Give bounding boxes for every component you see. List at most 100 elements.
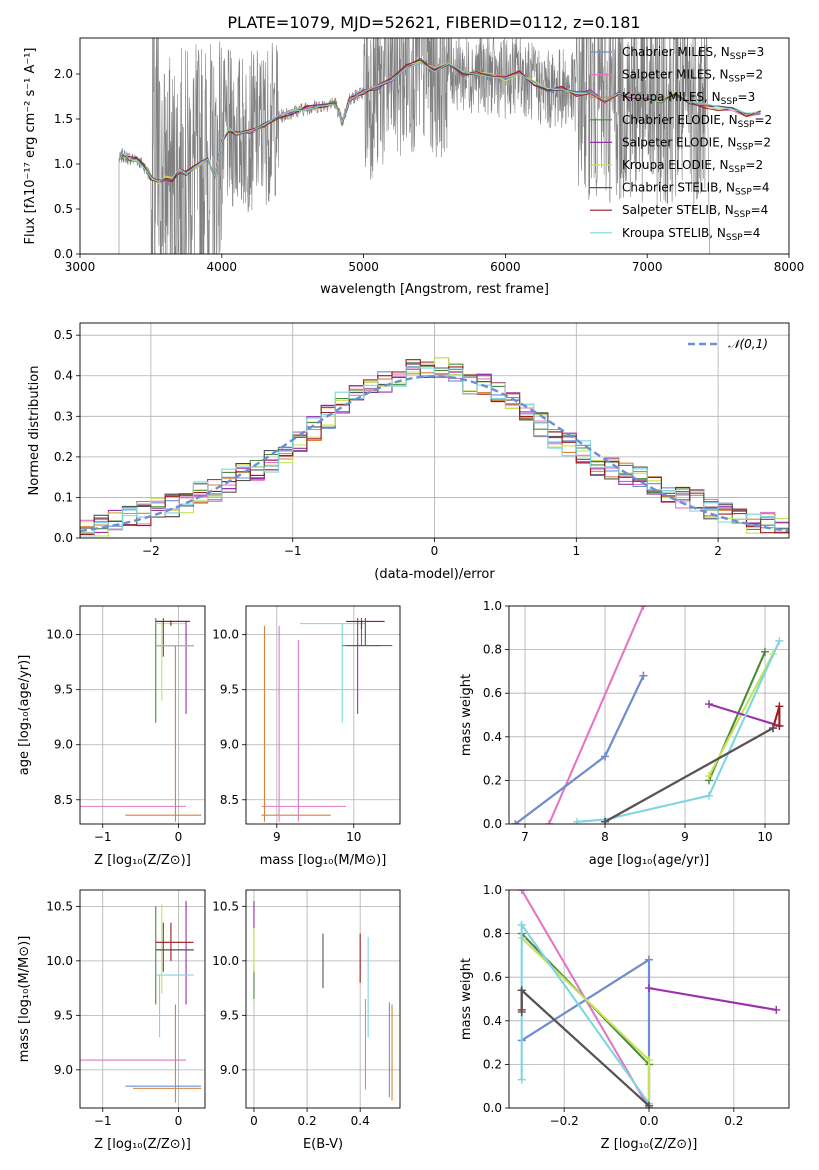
legend-label-chabrier_elodie: Chabrier ELODIE, NSSP=2 [622, 113, 772, 130]
x-axis-label: E(B-V) [303, 1137, 343, 1152]
weight-marker-salpeter_elodie [705, 700, 713, 709]
x-tick-label: 9 [273, 830, 281, 844]
legend-label-salpeter_elodie: Salpeter ELODIE, NSSP=2 [622, 135, 771, 152]
errorbar-plot-area [261, 618, 393, 822]
weight-line-salpeter_miles [548, 606, 645, 824]
y-tick-label: 9.0 [54, 738, 73, 752]
weight-marker-chabrier_stelib [769, 724, 777, 733]
y-tick-label: 9.5 [54, 1008, 73, 1022]
weight-line-kroupa_stelib [520, 921, 651, 1106]
y-tick-label: 10.0 [212, 954, 239, 968]
residual-histogram-panel: −2 −1 0 1 2 0.0 0.1 0.2 0.3 0.4 0.5 (data-model)/er… [27, 322, 790, 582]
y-tick-label: 9.5 [220, 683, 239, 697]
weight-marker-chabrier_miles [639, 671, 648, 680]
axes-frame [508, 889, 790, 1109]
legend-label-kroupa_stelib: Kroupa STELIB, NSSP=4 [622, 226, 760, 243]
weight-line-chabrier_miles [521, 957, 651, 1108]
legend-label-kroupa_miles: Kroupa MILES, NSSP=3 [622, 90, 755, 107]
y-tick-label: 8.5 [54, 793, 73, 807]
y-tick-label: 1.5 [54, 112, 73, 126]
errorbar-plot-area [80, 618, 202, 822]
weight-marker-kroupa_stelib [705, 791, 713, 800]
x-tick-label: 0 [431, 544, 439, 558]
y-tick-label: 0.4 [483, 730, 502, 744]
weight-marker-chabrier_miles [645, 955, 653, 964]
axes-frame [79, 889, 206, 1109]
y-tick-label: 1.0 [54, 157, 73, 171]
axes-frame [79, 322, 790, 539]
x-tick-label: −1 [94, 1114, 112, 1128]
y-tick-label: 10.0 [212, 628, 239, 642]
y-tick-label: 9.5 [54, 683, 73, 697]
y-tick-label: 1.0 [483, 883, 502, 897]
y-tick-label: 0.0 [483, 817, 502, 831]
y-tick-label: 0.0 [483, 1101, 502, 1115]
y-tick-label: 0.1 [54, 490, 73, 504]
weight-line-chabrier_miles [514, 675, 645, 824]
weight-marker-kroupa_elodie [705, 772, 713, 781]
weight-marker-chabrier_stelib [601, 817, 609, 824]
weight-marker-chabrier_stelib [517, 1008, 526, 1017]
y-tick-label: 0.4 [54, 369, 73, 383]
x-tick-label: 7000 [632, 260, 663, 274]
x-tick-label: −1 [94, 830, 112, 844]
weight-marker-kroupa_elodie [645, 1056, 653, 1065]
x-tick-label: 5000 [348, 260, 379, 274]
axes-frame [79, 605, 206, 825]
x-tick-label: 8000 [774, 260, 805, 274]
ebv-mass-panel: 0 0.2 0.4 9.0 9.5 10.0 10.5 E(B-V) [212, 889, 401, 1152]
weight-line-kroupa_stelib [576, 640, 781, 823]
y-tick-label: 2.0 [54, 67, 73, 81]
weight-marker-chabrier_elodie [761, 647, 769, 656]
weight-line-kroupa_miles [514, 675, 645, 824]
y-tick-label: 8.5 [220, 793, 239, 807]
metallicity-age-panel: −1 0 8.5 9.0 9.5 10.0 Z [log₁₀(Z/Z⊙)] age [log₁… [17, 605, 206, 868]
weight-marker-chabrier_miles [601, 752, 609, 761]
spectrum-legend: Chabrier MILES, NSSP=3 Salpeter MILES, NS… [590, 45, 772, 243]
y-tick-label: 9.0 [54, 1063, 73, 1077]
weight-marker-kroupa_stelib [775, 636, 784, 645]
weight-marker-salpeter_elodie [772, 1005, 781, 1014]
axes-frame [245, 605, 401, 825]
y-tick-label: 10.5 [46, 899, 73, 913]
normal-legend-label: 𝒩(0,1) [728, 337, 768, 351]
hist-kroupa_stelib [80, 366, 789, 538]
legend-label-chabrier_miles: Chabrier MILES, NSSP=3 [622, 45, 764, 62]
x-axis-label: Z [log₁₀(Z/Z⊙)] [94, 853, 191, 868]
legend-label-kroupa_elodie: Kroupa ELODIE, NSSP=2 [622, 158, 763, 175]
weight-line-salpeter_stelib [604, 706, 781, 823]
y-tick-label: 0.3 [54, 409, 73, 423]
y-tick-label: 9.0 [220, 1063, 239, 1077]
x-tick-label: 3000 [65, 260, 96, 274]
x-axis-label: age [log₁₀(age/yr)] [589, 853, 710, 868]
legend-label-salpeter_stelib: Salpeter STELIB, NSSP=4 [622, 203, 768, 220]
legend-label-salpeter_miles: Salpeter MILES, NSSP=2 [622, 68, 763, 85]
weight-marker-salpeter_miles [639, 606, 648, 610]
weight-marker-salpeter_miles [517, 890, 526, 894]
errorbar-plot-area [253, 900, 393, 1101]
y-tick-label: 0.0 [54, 531, 73, 545]
x-tick-label: −2 [142, 544, 160, 558]
weight-line-kroupa_elodie [520, 937, 651, 1108]
weight-marker-chabrier_miles [511, 820, 520, 824]
axes-frame [79, 37, 790, 255]
y-tick-label: 9.5 [220, 1008, 239, 1022]
x-tick-label: 4000 [207, 260, 238, 274]
y-axis-label: mass weight [459, 674, 474, 756]
x-tick-label: 0.0 [639, 1114, 658, 1128]
metallicity-mass-panel: −1 0 9.0 9.5 10.0 10.5 Z [log₁₀(Z/Z⊙)] mass [lo… [17, 889, 206, 1152]
x-tick-label: 0 [175, 1114, 183, 1128]
weight-marker-kroupa_stelib [517, 920, 526, 929]
y-tick-label: 9.0 [220, 738, 239, 752]
y-tick-label: 0.6 [483, 686, 502, 700]
y-tick-label: 10.0 [46, 954, 73, 968]
y-tick-label: 0.2 [54, 450, 73, 464]
age-weight-panel: 7 8 9 10 0.0 0.2 0.4 0.6 0.8 1.0 age [log₁₀(age/yr… [459, 599, 790, 868]
model-spectrum-salpeter_stelib [119, 59, 761, 183]
x-tick-label: 0.4 [351, 1114, 370, 1128]
y-axis-label: Flux [fλ10⁻¹⁷ erg cm⁻² s⁻¹ A⁻¹] [23, 48, 38, 245]
x-tick-label: 0.2 [298, 1114, 317, 1128]
y-tick-label: 0.8 [483, 927, 502, 941]
y-tick-label: 10.0 [46, 628, 73, 642]
